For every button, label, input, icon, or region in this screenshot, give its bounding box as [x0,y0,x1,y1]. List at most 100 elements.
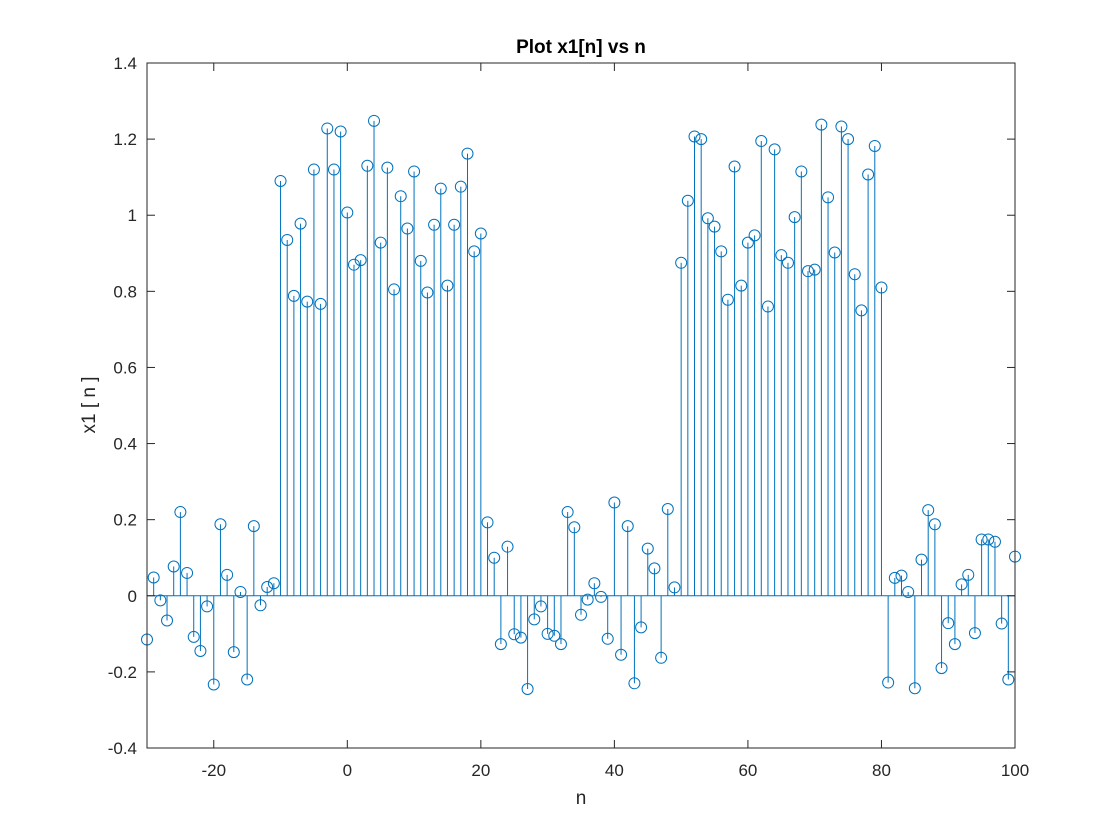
y-tick-label: 0.2 [113,511,137,530]
y-axis-label: x1 [ n ] [79,376,100,433]
stem-marker [374,236,387,249]
stem-marker [735,279,748,292]
stem-marker [167,560,180,573]
stem-marker [528,613,541,626]
stem-marker [708,220,721,233]
stem-marker [728,160,741,173]
stem-marker [715,245,728,258]
y-tick-label: -0.2 [108,663,137,682]
y-tick-label: 0 [128,587,137,606]
stem-marker [434,182,447,195]
stem-marker [227,646,240,659]
stem-marker [428,218,441,231]
stem-marker [154,594,167,607]
stem-marker [995,617,1008,630]
stem-marker [521,683,534,696]
stem-marker [474,227,487,240]
stem-series [141,114,1021,696]
stem-marker [788,211,801,224]
stem-marker [768,143,781,156]
stem-marker [688,130,701,143]
stem-marker [394,190,407,203]
chart-title: Plot x1[n] vs n [516,37,646,58]
stem-marker [808,263,821,276]
stem-marker [294,217,307,230]
stem-marker [741,236,754,249]
stem-marker [888,571,901,584]
stem-marker [775,249,788,262]
axes-box [146,62,1016,749]
stem-marker [514,631,527,644]
y-tick-label: 0.6 [113,358,137,377]
x-tick-label: 20 [471,761,490,780]
stem-marker [401,222,414,235]
stem-marker [902,585,915,598]
stem-marker [968,627,981,640]
stem-marker [214,518,227,531]
stem-marker [575,608,587,621]
y-tick-label: 1.2 [113,130,137,149]
y-tick-label: 1 [128,206,137,225]
stem-marker [254,599,267,612]
stem-marker [982,533,995,546]
stem-marker [468,245,481,258]
stem-marker [615,648,628,661]
stem-marker [381,161,394,174]
x-tick-label: 0 [343,761,352,780]
stem-marker [955,578,968,591]
x-tick-label: 60 [738,761,757,780]
stem-marker [628,677,641,690]
stem-marker [641,542,654,555]
stem-marker [354,254,367,267]
stem-marker [541,627,554,640]
x-tick-label: -20 [201,761,226,780]
y-tick-label: -0.4 [108,739,137,758]
stem-marker [161,614,174,627]
stem-marker [855,304,868,317]
stem-marker [681,194,694,207]
stem-marker [661,503,674,516]
stem-marker [327,163,340,176]
x-tick-label: 40 [605,761,624,780]
stem-marker [588,577,601,590]
stem-marker [414,254,427,267]
stem-marker [281,233,294,246]
stem-marker [842,133,855,146]
stem-marker [187,630,200,643]
stem-marker [595,590,608,603]
stem-marker [875,281,888,294]
y-tick-label: 1.4 [113,54,137,73]
stem-marker [334,125,347,138]
stem-marker [621,520,634,533]
stem-marker [862,168,875,181]
stem-marker [835,120,848,133]
stem-marker [201,600,214,613]
stem-marker [828,246,841,259]
stem-marker [795,165,808,178]
stem-marker [935,662,948,675]
stem-marker [848,268,861,281]
y-tick-label: 0.4 [113,435,137,454]
stem-marker [534,600,547,613]
stem-marker [568,521,581,534]
stem-marker [181,566,194,579]
stem-marker [668,581,681,594]
stem-marker [174,506,187,519]
stem-marker [321,122,334,135]
stem-marker [314,297,327,310]
x-axis-label: n [576,788,587,809]
stem-marker [147,571,160,584]
stem-marker [948,638,961,651]
stem-marker [922,504,935,517]
stem-marker [942,617,955,630]
stem-marker [408,165,421,178]
stem-marker [261,581,274,594]
stem-marker [868,139,881,152]
y-tick-label: 0.8 [113,282,137,301]
stem-marker [701,212,714,225]
stem-marker [347,258,360,271]
stem-marker [461,147,474,160]
stem-marker [675,256,688,269]
stem-marker [601,632,614,645]
